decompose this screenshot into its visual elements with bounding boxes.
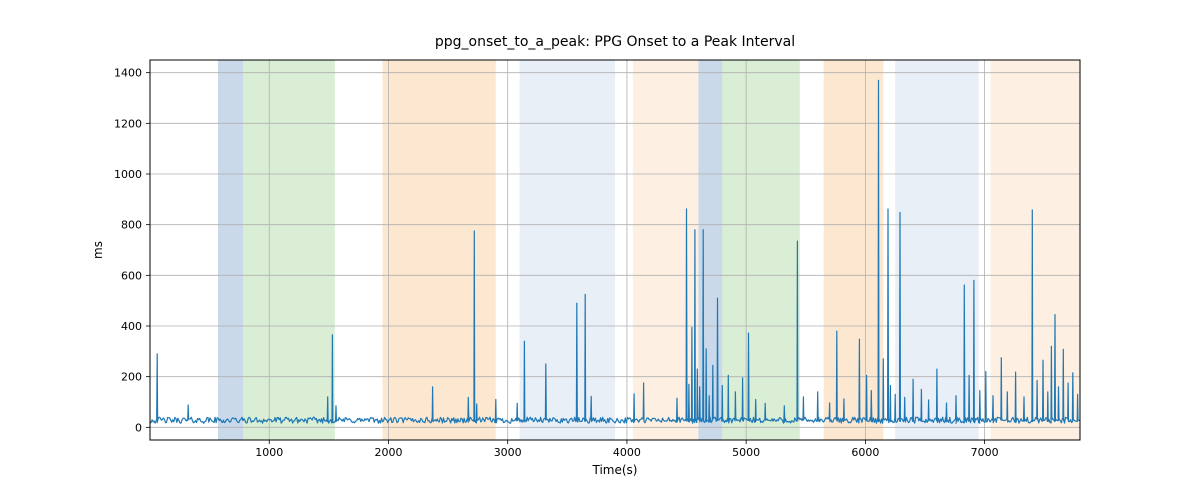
ytick-label: 0 <box>135 421 142 434</box>
ytick-label: 600 <box>121 269 142 282</box>
ytick-label: 1000 <box>114 168 142 181</box>
xtick-label: 7000 <box>971 446 999 459</box>
xtick-label: 2000 <box>374 446 402 459</box>
xtick-label: 6000 <box>851 446 879 459</box>
ytick-label: 800 <box>121 219 142 232</box>
chart-svg: 1000 2000 3000 4000 5000 6000 7000 0 200 400 600 80… <box>0 0 1200 500</box>
ytick-label: 1400 <box>114 67 142 80</box>
xtick-label: 5000 <box>732 446 760 459</box>
chart-title: ppg_onset_to_a_peak: PPG Onset to a Peak… <box>435 34 795 50</box>
xtick-label: 3000 <box>494 446 522 459</box>
xtick-label: 4000 <box>613 446 641 459</box>
ytick-label: 200 <box>121 371 142 384</box>
ytick-label: 1200 <box>114 117 142 130</box>
ppg-chart: 1000 2000 3000 4000 5000 6000 7000 0 200 400 600 80… <box>0 0 1200 500</box>
y-axis-label: ms <box>91 241 105 259</box>
ytick-label: 400 <box>121 320 142 333</box>
xtick-label: 1000 <box>255 446 283 459</box>
x-axis-label: Time(s) <box>592 463 638 477</box>
